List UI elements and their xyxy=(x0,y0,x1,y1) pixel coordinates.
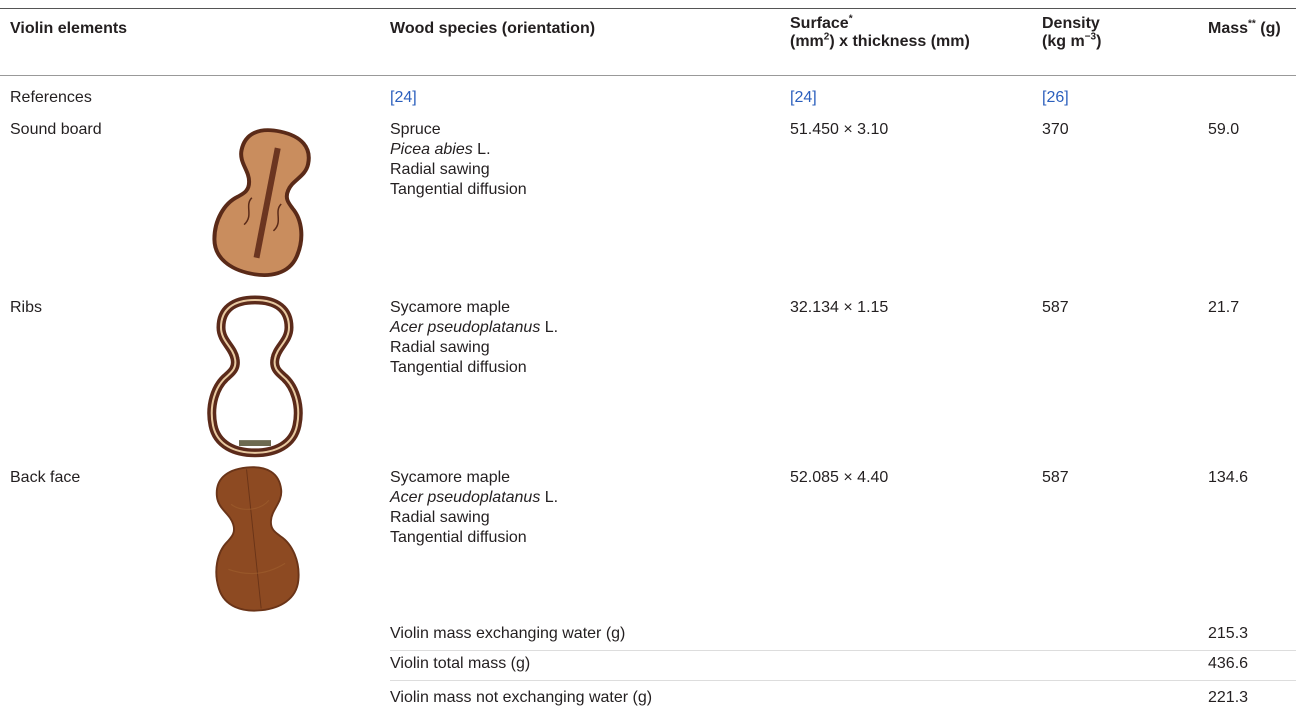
surface: 52.085 × 4.40 xyxy=(790,468,888,488)
summary-value: 221.3 xyxy=(1208,688,1248,708)
authority: L. xyxy=(477,141,490,158)
header-text: ) x thickness (mm) xyxy=(829,33,969,50)
row-label: Sound board xyxy=(10,120,102,140)
header-text: Density xyxy=(1042,15,1100,32)
diffusion: Tangential diffusion xyxy=(390,180,527,200)
density: 370 xyxy=(1042,120,1069,140)
header-text: (kg m xyxy=(1042,33,1085,50)
header-text: (mm xyxy=(790,33,824,50)
sawing: Radial sawing xyxy=(390,160,490,180)
authority: L. xyxy=(545,319,558,336)
summary-label: Violin total mass (g) xyxy=(390,654,530,674)
reference-link: [24] xyxy=(390,88,417,108)
mass: 134.6 xyxy=(1208,468,1248,488)
latin: Picea abies xyxy=(390,141,473,158)
authority: L. xyxy=(545,489,558,506)
illustrations xyxy=(0,0,1296,716)
header-text: Violin elements xyxy=(10,20,127,37)
species: Sycamore maple xyxy=(390,468,510,488)
header-cell: (mm2) x thickness (mm) xyxy=(790,32,970,52)
reference-link: [24] xyxy=(790,88,817,108)
density: 587 xyxy=(1042,468,1069,488)
header-cell: Surface* xyxy=(790,14,853,34)
row-label: Back face xyxy=(10,468,80,488)
density: 587 xyxy=(1042,298,1069,318)
latin: Acer pseudoplatanus xyxy=(390,489,540,506)
mass: 59.0 xyxy=(1208,120,1239,140)
latin-name: Acer pseudoplatanus L. xyxy=(390,318,558,338)
surface: 51.450 × 3.10 xyxy=(790,120,888,140)
header-text: Mass xyxy=(1208,20,1248,37)
header-sup: ** xyxy=(1248,19,1256,30)
summary-value: 215.3 xyxy=(1208,624,1248,644)
header-text: ) xyxy=(1096,33,1101,50)
header-cell: Wood species (orientation) xyxy=(390,19,595,39)
back-face-image xyxy=(205,463,302,614)
latin-name: Acer pseudoplatanus L. xyxy=(390,488,558,508)
summary-label: Violin mass exchanging water (g) xyxy=(390,624,625,644)
sound-board-image xyxy=(208,123,323,283)
species: Sycamore maple xyxy=(390,298,510,318)
diffusion: Tangential diffusion xyxy=(390,528,527,548)
summary-value: 436.6 xyxy=(1208,654,1248,674)
header-cell: Violin elements xyxy=(10,19,127,39)
sawing: Radial sawing xyxy=(390,508,490,528)
latin: Acer pseudoplatanus xyxy=(390,319,540,336)
sawing: Radial sawing xyxy=(390,338,490,358)
header-text: Surface xyxy=(790,15,849,32)
ribs-image xyxy=(212,300,298,453)
diffusion: Tangential diffusion xyxy=(390,358,527,378)
header-sup: * xyxy=(849,14,853,25)
header-cell: Mass** (g) xyxy=(1208,19,1281,39)
reference-link: [26] xyxy=(1042,88,1069,108)
summary-label: Violin mass not exchanging water (g) xyxy=(390,688,652,708)
species: Spruce xyxy=(390,120,441,140)
row-label: Ribs xyxy=(10,298,42,318)
header-sup: −3 xyxy=(1085,32,1096,43)
header-text: (g) xyxy=(1256,20,1281,37)
header-cell: (kg m−3) xyxy=(1042,32,1101,52)
latin-name: Picea abies L. xyxy=(390,140,491,160)
page: {"table": { "header": [ [[{"text": "Viol… xyxy=(0,0,1296,716)
header-text: Wood species (orientation) xyxy=(390,20,595,37)
mass: 21.7 xyxy=(1208,298,1239,318)
surface: 32.134 × 1.15 xyxy=(790,298,888,318)
row-label: References xyxy=(10,88,92,108)
